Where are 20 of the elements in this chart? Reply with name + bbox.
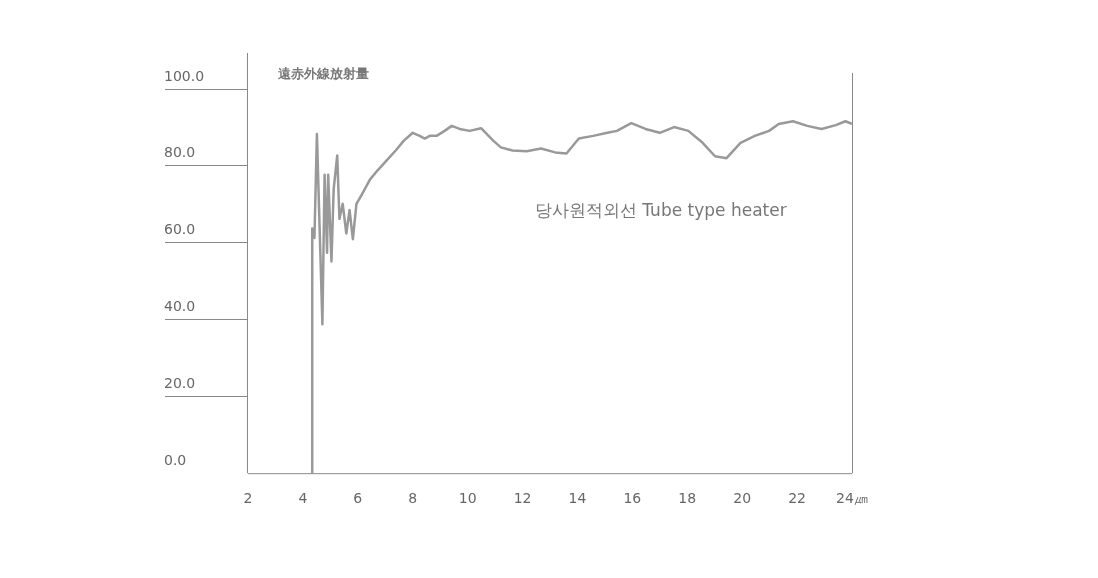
x-tick-label: 18 (678, 490, 697, 507)
x-tick-label: 6 (353, 490, 363, 507)
x-tick-label: 14 (568, 490, 587, 507)
x-tick-label: 22 (788, 490, 806, 507)
x-tick-label: 8 (408, 490, 418, 507)
y-tick-label: 100.0 (164, 67, 205, 84)
y-tick-label: 20.0 (164, 375, 196, 391)
x-tick-label: 4 (298, 490, 308, 507)
x-tick-label: 10 (458, 490, 477, 507)
x-tick-label: 2 (243, 490, 253, 507)
y-tick-label: 80.0 (164, 144, 196, 161)
text: 당사원적외선 Tube type heater (534, 200, 787, 221)
chart-title: 遠赤外線放射量 (277, 66, 369, 82)
x-tick-label: 24㎛ (836, 490, 868, 507)
x-tick-label: 20 (733, 490, 752, 507)
y-tick-label: 40.0 (164, 298, 196, 315)
y-tick-label: 60.0 (164, 221, 196, 238)
x-tick-label: 16 (623, 490, 642, 507)
x-tick-label: 12 (513, 490, 532, 507)
y-tick-label: 0.0 (164, 451, 187, 468)
